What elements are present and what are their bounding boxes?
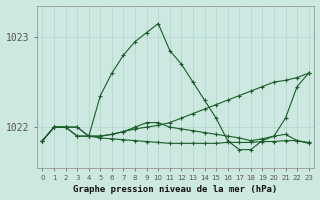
X-axis label: Graphe pression niveau de la mer (hPa): Graphe pression niveau de la mer (hPa): [74, 185, 278, 194]
